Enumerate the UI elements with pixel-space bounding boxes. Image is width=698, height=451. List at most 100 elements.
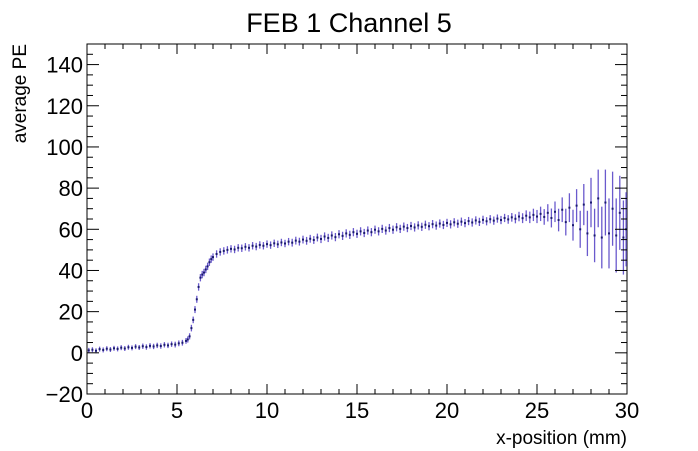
data-point: [431, 223, 434, 226]
data-point: [572, 224, 574, 227]
data-point: [195, 298, 198, 301]
x-tick-label: 10: [255, 398, 279, 423]
data-point: [500, 219, 502, 222]
data-point: [248, 246, 250, 249]
data-point: [298, 240, 301, 243]
data-point: [188, 335, 191, 338]
data-point: [102, 348, 105, 351]
data-point: [208, 261, 211, 264]
data-point: [302, 238, 304, 241]
y-tick-label: −20: [46, 382, 83, 407]
data-point: [557, 219, 560, 222]
data-point: [305, 239, 308, 242]
data-point: [237, 246, 240, 249]
data-point: [503, 216, 506, 219]
y-tick-label: 120: [46, 94, 83, 119]
data-point: [568, 206, 571, 209]
x-tick-label: 0: [81, 398, 93, 423]
data-point: [388, 227, 391, 230]
data-point: [363, 232, 366, 234]
data-point: [149, 344, 151, 347]
data-point: [510, 216, 513, 219]
data-point: [507, 218, 510, 221]
data-point: [95, 349, 97, 352]
data-point: [593, 234, 596, 237]
data-point: [201, 273, 204, 276]
data-point: [159, 345, 162, 348]
data-point: [210, 258, 213, 261]
data-point: [532, 213, 535, 216]
data-point: [345, 232, 348, 235]
y-tick-label: 40: [59, 258, 83, 283]
data-point: [185, 339, 187, 342]
data-point: [163, 343, 166, 346]
data-point: [330, 234, 333, 237]
data-point: [186, 338, 189, 341]
data-point: [561, 208, 564, 211]
data-point: [113, 347, 115, 350]
data-point: [366, 229, 369, 232]
data-point: [348, 233, 351, 236]
data-point: [460, 220, 463, 223]
data-point: [334, 236, 337, 239]
data-point: [244, 245, 247, 248]
y-tick-label: 80: [59, 176, 83, 201]
data-point: [204, 268, 207, 271]
data-point: [564, 221, 567, 224]
data-point: [428, 225, 430, 228]
x-axis-ticks: 0 5 10 15 20 25 30: [81, 44, 639, 423]
data-point: [141, 345, 144, 348]
data-point: [123, 347, 126, 350]
x-tick-label: 25: [525, 398, 549, 423]
data-point: [438, 222, 441, 225]
data-point: [309, 237, 312, 240]
y-tick-label: 100: [46, 135, 83, 160]
data-point: [525, 214, 528, 217]
data-point: [604, 201, 607, 204]
data-point: [410, 225, 412, 227]
plot-frame: [86, 43, 628, 395]
data-point: [98, 348, 101, 351]
data-point: [399, 227, 402, 230]
data-point: [543, 215, 546, 218]
data-point: [374, 228, 376, 231]
data-point: [287, 240, 290, 243]
data-point: [87, 349, 90, 352]
data-point: [622, 236, 625, 239]
data-point: [338, 233, 340, 236]
data-point: [194, 308, 196, 311]
data-series: [87, 169, 628, 354]
data-point: [618, 211, 621, 214]
data-point: [226, 248, 229, 251]
data-point: [255, 245, 258, 248]
data-point: [206, 265, 209, 268]
data-point: [109, 348, 112, 351]
data-point: [514, 217, 517, 220]
x-tick-label: 15: [345, 398, 369, 423]
data-point: [550, 216, 553, 219]
data-point: [203, 271, 205, 274]
data-point: [406, 227, 409, 230]
data-point: [269, 244, 272, 247]
data-point: [240, 247, 243, 250]
data-point: [197, 285, 200, 288]
data-point: [381, 227, 384, 230]
data-point: [156, 344, 159, 347]
data-point: [199, 276, 202, 279]
data-point: [190, 327, 193, 330]
chart-title: FEB 1 Channel 5: [246, 8, 452, 38]
y-tick-label: 20: [59, 300, 83, 325]
data-point: [230, 247, 232, 250]
data-point: [442, 223, 445, 226]
data-point: [420, 225, 423, 228]
data-point: [152, 345, 155, 348]
data-point: [474, 219, 477, 222]
x-tick-label: 20: [435, 398, 459, 423]
data-point: [395, 226, 398, 229]
data-point: [131, 346, 133, 349]
data-point: [251, 244, 254, 247]
data-point: [496, 217, 499, 220]
data-point: [219, 250, 222, 253]
data-point: [586, 232, 589, 235]
data-point: [280, 241, 283, 244]
